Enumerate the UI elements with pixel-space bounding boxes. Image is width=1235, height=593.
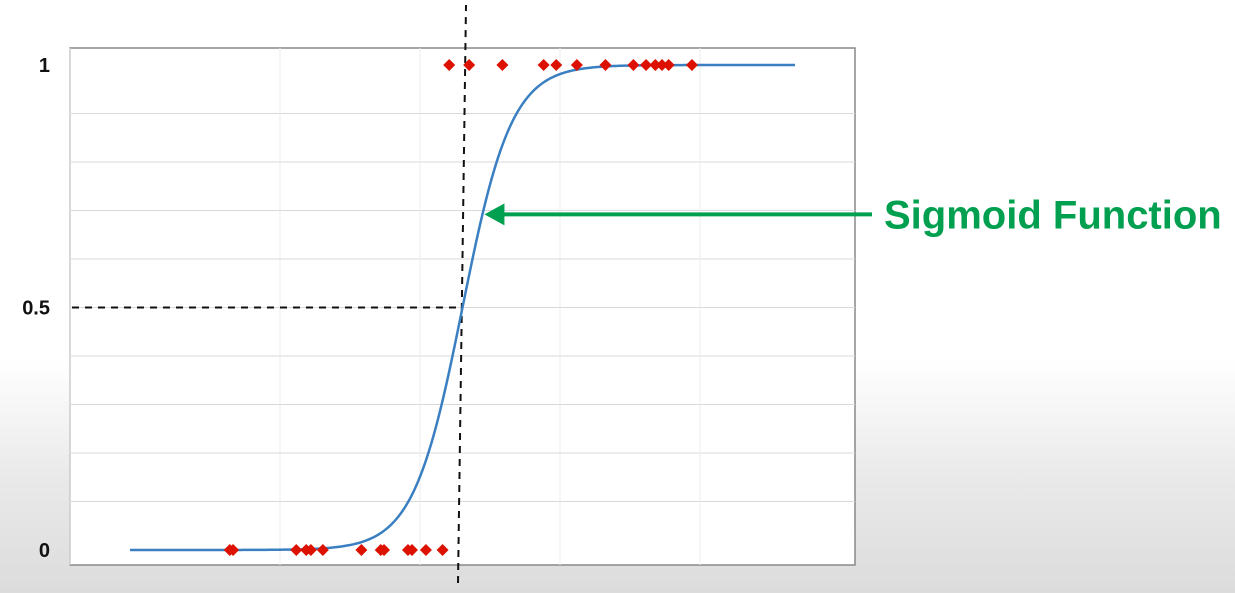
data-point (550, 59, 563, 71)
data-point (570, 59, 583, 71)
data-point (496, 59, 509, 71)
data-point (316, 544, 329, 556)
data-point (378, 544, 391, 556)
data-point (290, 544, 303, 556)
data-point (640, 59, 653, 71)
data-point (649, 59, 662, 71)
y-tick-label: 0 (39, 540, 50, 562)
grid-lines (69, 48, 855, 565)
data-points (223, 59, 698, 556)
sigmoid-curve (130, 63, 795, 552)
data-point (227, 544, 240, 556)
y-axis-tick-labels: 00.51 (22, 55, 50, 562)
data-point (599, 59, 612, 71)
data-point (656, 59, 668, 71)
data-point (627, 59, 640, 71)
threshold-vertical-line (457, 4, 467, 584)
y-tick-label: 1 (39, 55, 50, 77)
data-point (537, 59, 550, 71)
threshold-guides (72, 4, 467, 584)
data-point (662, 59, 675, 71)
annotation-arrow-head (484, 203, 505, 226)
data-point (405, 544, 418, 556)
y-tick-label: 0.5 (22, 298, 50, 320)
data-point (355, 544, 368, 556)
data-point (443, 59, 456, 71)
data-point (436, 544, 449, 556)
annotation-group: Sigmoid Function (484, 193, 1222, 237)
data-point (419, 544, 432, 556)
data-point (685, 59, 698, 71)
data-point (463, 59, 476, 71)
data-point (304, 544, 317, 556)
annotation-label: Sigmoid Function (884, 193, 1222, 237)
